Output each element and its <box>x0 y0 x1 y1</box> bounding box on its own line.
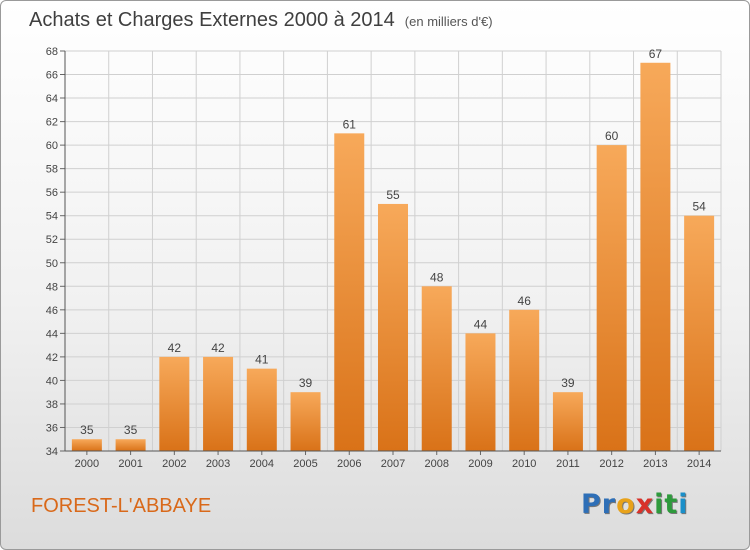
logo-letter: o <box>616 489 636 520</box>
data-label: 42 <box>168 341 182 355</box>
x-tick-label: 2002 <box>162 458 186 470</box>
y-tick-label: 56 <box>46 187 58 199</box>
bar-2014[interactable] <box>684 215 715 451</box>
x-tick-label: 2000 <box>75 458 99 470</box>
bar-2011[interactable] <box>552 392 583 451</box>
bar-2008[interactable] <box>421 286 452 451</box>
bar-2001[interactable] <box>115 439 146 451</box>
logo-letter: t <box>664 489 679 520</box>
data-label: 54 <box>692 200 706 214</box>
y-tick-label: 52 <box>46 234 58 246</box>
y-tick-label: 40 <box>46 375 58 387</box>
data-label: 46 <box>518 294 532 308</box>
chart-title-text: Achats et Charges Externes 2000 à 2014 <box>29 9 395 31</box>
data-label: 39 <box>561 376 575 390</box>
y-tick-label: 38 <box>46 399 58 411</box>
x-tick-label: 2010 <box>512 458 536 470</box>
axes <box>60 50 721 455</box>
bar-2009[interactable] <box>465 333 496 451</box>
y-tick-label: 48 <box>46 281 58 293</box>
bar-2013[interactable] <box>640 62 671 451</box>
data-label: 60 <box>605 129 619 143</box>
x-tick-label: 2003 <box>206 458 230 470</box>
data-label: 35 <box>124 423 138 437</box>
logo-letter: r <box>601 489 617 520</box>
y-tick-label: 54 <box>46 211 58 223</box>
x-tick-label: 2007 <box>381 458 405 470</box>
bar-2007[interactable] <box>378 203 408 451</box>
x-tick-label: 2008 <box>424 458 448 470</box>
x-tick-label: 2005 <box>293 458 317 470</box>
bar-2000[interactable] <box>71 439 102 451</box>
bar-2005[interactable] <box>290 392 321 451</box>
y-tick-label: 62 <box>46 117 58 129</box>
x-tick-label: 2004 <box>250 458 274 470</box>
y-tick-label: 50 <box>46 258 58 270</box>
x-tick-label: 2011 <box>556 458 580 470</box>
x-tick-label: 2013 <box>643 458 667 470</box>
y-tick-label: 60 <box>46 140 58 152</box>
bar-2003[interactable] <box>203 356 234 451</box>
x-tick-label: 2006 <box>337 458 361 470</box>
y-tick-label: 64 <box>46 93 58 105</box>
data-label: 39 <box>299 376 313 390</box>
data-label: 41 <box>255 353 269 367</box>
y-tick-label: 66 <box>46 70 58 82</box>
data-label: 35 <box>80 423 94 437</box>
bar-2012[interactable] <box>596 145 627 451</box>
place-name: FOREST-L'ABBAYE <box>31 495 212 517</box>
proxiti-logo[interactable]: Proxiti <box>581 489 689 520</box>
logo-letter: i <box>654 489 665 520</box>
logo-letter: P <box>581 489 602 520</box>
y-tick-label: 46 <box>46 305 58 317</box>
y-tick-label: 58 <box>46 164 58 176</box>
bars <box>71 62 715 451</box>
bar-2004[interactable] <box>246 368 277 451</box>
logo-letter: i <box>678 489 689 520</box>
chart-title: Achats et Charges Externes 2000 à 2014 (e… <box>29 9 493 32</box>
x-tick-label: 2009 <box>468 458 492 470</box>
bar-2002[interactable] <box>159 356 190 451</box>
logo-letter: x <box>635 489 655 520</box>
labels: 34 36 38 40 42 44 46 48 50 52 54 56 58 60 62 64 66 68 35 20… <box>46 46 712 470</box>
data-label: 55 <box>386 188 400 202</box>
chart-subtitle: (en milliers d'€) <box>404 14 493 29</box>
y-tick-label: 68 <box>46 46 58 58</box>
x-tick-label: 2001 <box>118 458 142 470</box>
data-label: 44 <box>474 317 488 331</box>
y-tick-label: 42 <box>46 352 58 364</box>
data-label: 48 <box>430 270 444 284</box>
data-label: 61 <box>343 117 357 131</box>
data-label: 42 <box>211 341 225 355</box>
bar-2010[interactable] <box>509 309 540 451</box>
y-tick-label: 34 <box>46 446 58 458</box>
y-tick-label: 44 <box>46 328 58 340</box>
bar-2006[interactable] <box>334 133 365 451</box>
x-tick-label: 2014 <box>687 458 711 470</box>
data-label: 67 <box>649 47 663 61</box>
y-tick-label: 36 <box>46 422 58 434</box>
x-tick-label: 2012 <box>599 458 623 470</box>
